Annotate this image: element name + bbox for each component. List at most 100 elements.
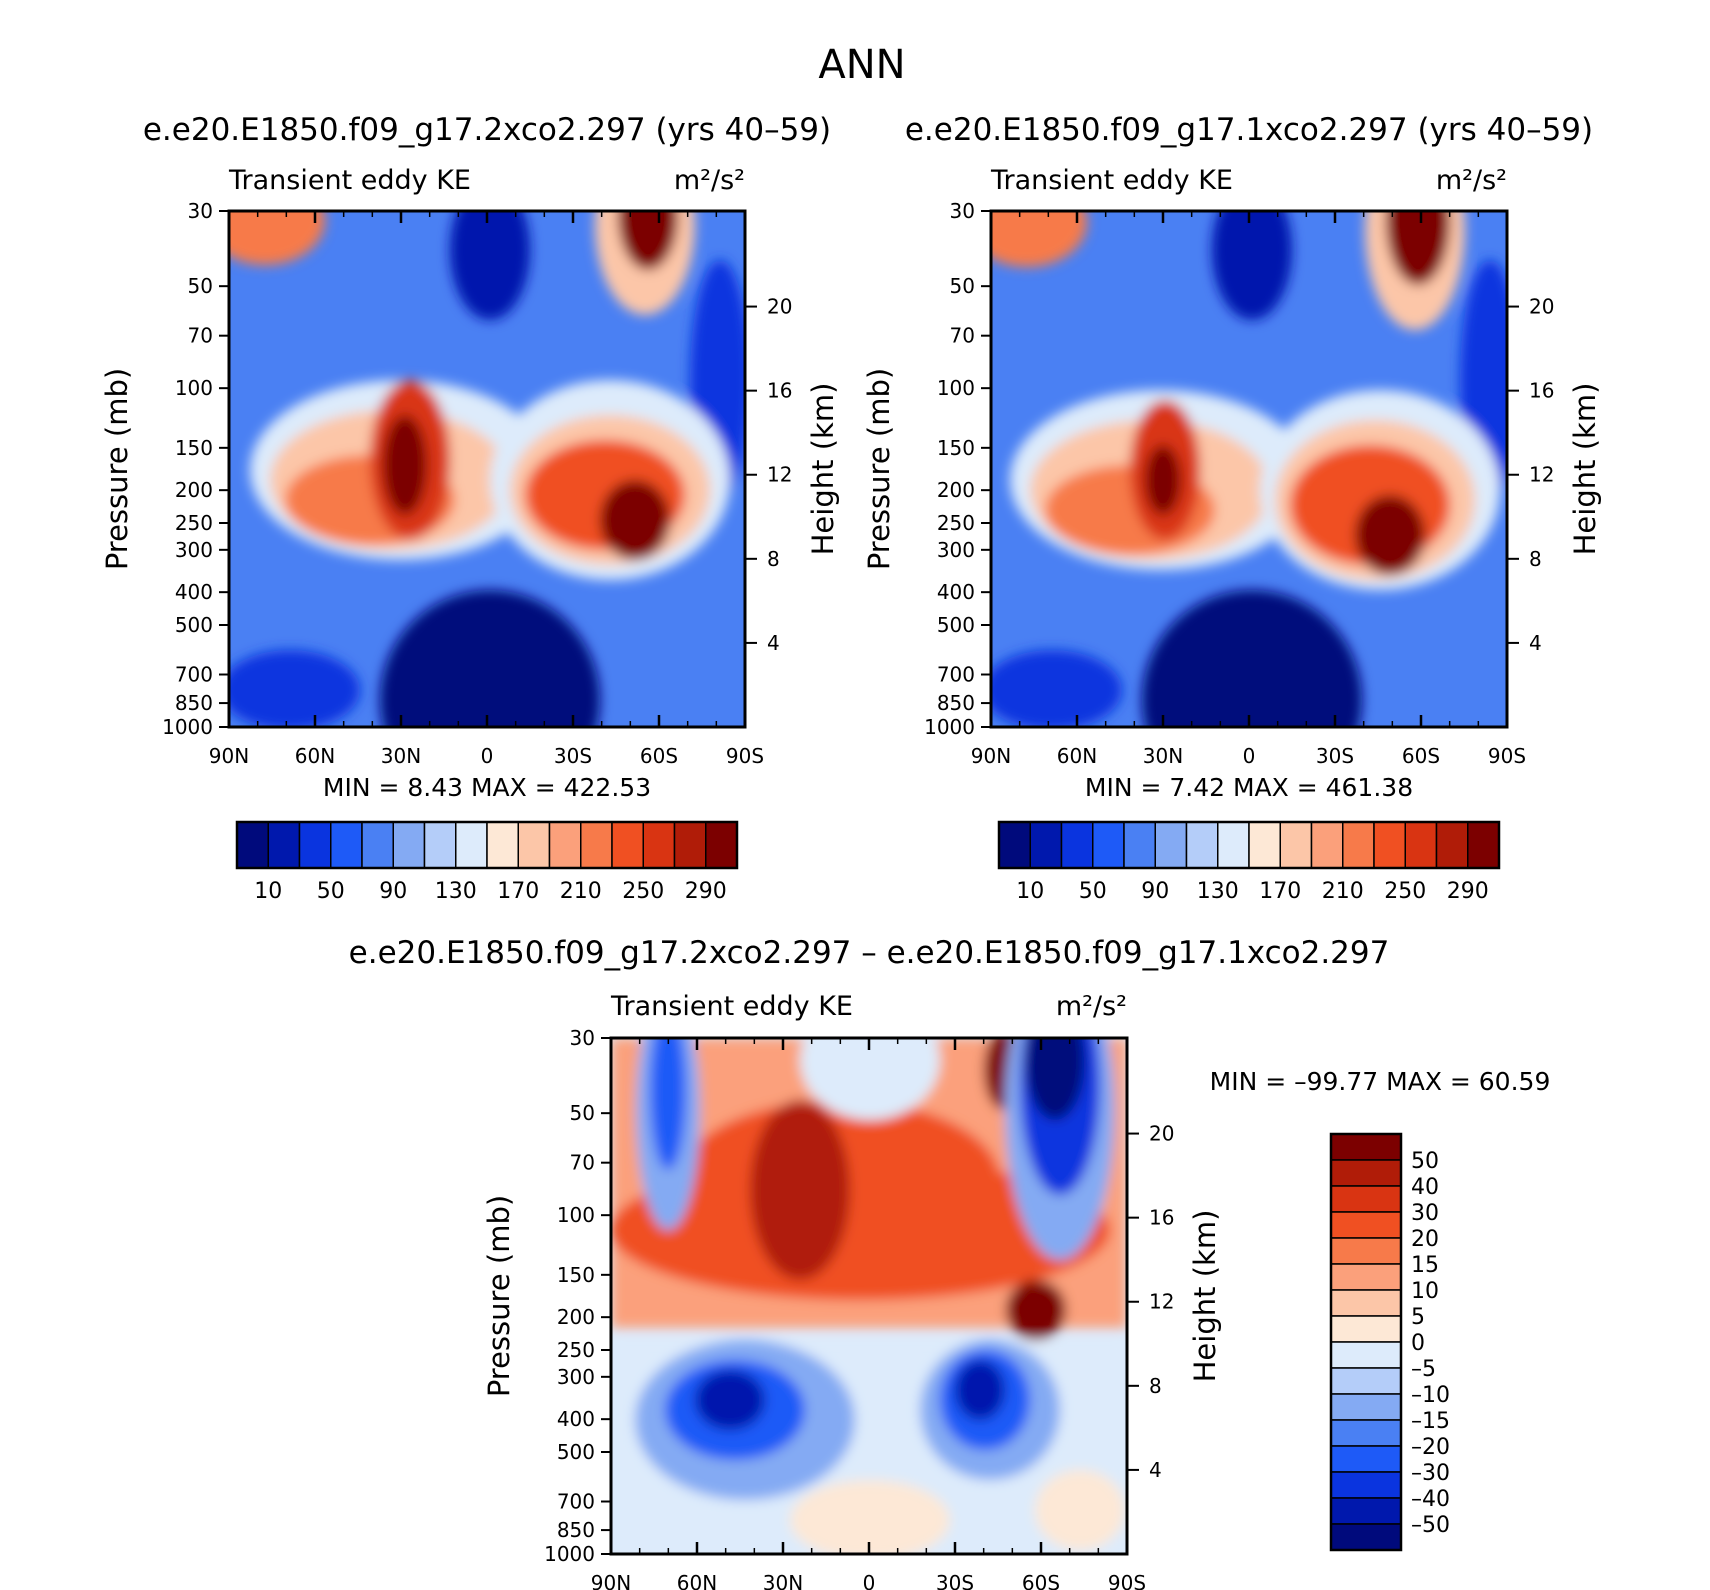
x-tick-label: 0 (481, 744, 494, 768)
right-stats: MIN = 7.42 MAX = 461.38 (1085, 773, 1413, 802)
p-tick-label: 30 (570, 1026, 595, 1050)
p-tick-label: 50 (570, 1101, 595, 1125)
x-tick-label: 90S (1108, 1571, 1146, 1590)
h-tick-label: 12 (1529, 463, 1554, 487)
colorbar-swatch (611, 821, 644, 869)
p-tick-label: 1000 (544, 1542, 595, 1566)
colorbar-frame (1329, 1132, 1403, 1552)
h-tick-label: 20 (1529, 295, 1554, 319)
p-tick-label: 850 (175, 691, 213, 715)
colorbar-swatch (1217, 821, 1250, 869)
diff-nh-low-core (695, 1370, 765, 1430)
left-nh-strato-warm (229, 211, 325, 265)
colorbar-label: 290 (685, 879, 727, 904)
colorbar-swatch (1435, 821, 1469, 869)
right-strato-min (1212, 211, 1292, 320)
left-variable-label: Transient eddy KE (228, 165, 471, 196)
h-tick-label: 12 (1149, 1290, 1174, 1314)
p-tick-label: 400 (175, 580, 213, 604)
p-tick-label: 700 (557, 1490, 595, 1514)
colorbar-swatch (1310, 821, 1344, 869)
x-tick-label: 60N (1057, 744, 1097, 768)
colorbar-swatch (1330, 1263, 1402, 1291)
left-case-title: e.e20.E1850.f09_g17.2xco2.297 (yrs 40–59… (143, 112, 831, 148)
h-tick-label: 20 (767, 295, 792, 319)
x-tick-label: 60N (677, 1571, 717, 1590)
x-tick-label: 60S (640, 744, 678, 768)
h-tick-label: 4 (1149, 1458, 1162, 1482)
colorbar-swatch (1330, 1367, 1402, 1395)
colorbar-label: 210 (1322, 879, 1364, 904)
colorbar-swatch (1154, 821, 1188, 869)
colorbar-swatch (423, 821, 457, 869)
diff-sh-max (1006, 1280, 1066, 1340)
colorbar-swatch (580, 821, 613, 869)
colorbar-swatch (1279, 821, 1313, 869)
colorbar-swatch (1029, 821, 1063, 869)
diff-nh-max (750, 1100, 850, 1280)
left-tropical-min (380, 590, 600, 727)
colorbar-swatch (1248, 821, 1281, 869)
panel-diff: e.e20.E1850.f09_g17.2xco2.297 – e.e20.E1… (349, 935, 1551, 1590)
y-axis-title-right: Height (km) (1188, 1210, 1222, 1383)
x-tick-label: 90S (1488, 744, 1526, 768)
p-tick-label: 70 (188, 324, 213, 348)
colorbar-label: 50 (1411, 1149, 1439, 1174)
colorbar-swatch (1467, 821, 1500, 869)
colorbar-label: 10 (254, 879, 282, 904)
right-tropical-min (1142, 590, 1362, 727)
p-tick-label: 100 (557, 1203, 595, 1227)
colorbar-label: 170 (497, 879, 539, 904)
p-tick-label: 500 (557, 1440, 595, 1464)
left-strato-min (450, 211, 530, 320)
diff-units: m²/s² (1056, 991, 1127, 1022)
colorbar-swatch (1092, 821, 1125, 869)
diff-axes: 90N 60N 30N 0 30S 60S 90S 30 50 70 100 150 200 250 300… (482, 1026, 1222, 1590)
diff-top-centre (800, 1038, 940, 1120)
right-units: m²/s² (1436, 165, 1507, 196)
diff-sh-low-core (955, 1360, 1005, 1420)
colorbar-swatch (1330, 1133, 1402, 1161)
p-tick-label: 700 (937, 663, 975, 687)
left-colorbar: 10 50 90 130 170 210 250 290 (235, 820, 739, 904)
diff-case-title: e.e20.E1850.f09_g17.2xco2.297 – e.e20.E1… (349, 935, 1390, 971)
h-tick-label: 8 (767, 547, 780, 571)
colorbar-swatch (1330, 1185, 1402, 1213)
p-tick-label: 300 (937, 538, 975, 562)
colorbar-swatch (236, 821, 269, 869)
h-tick-label: 16 (1149, 1206, 1174, 1230)
colorbar-swatch (642, 821, 676, 869)
h-tick-label: 8 (1149, 1374, 1162, 1398)
x-tick-label: 90S (726, 744, 764, 768)
right-plot-area (991, 211, 1507, 727)
p-tick-label: 1000 (924, 715, 975, 739)
left-stats: MIN = 8.43 MAX = 422.53 (323, 773, 651, 802)
colorbar-label: 5 (1411, 1305, 1425, 1330)
colorbar-label: 290 (1447, 879, 1489, 904)
p-tick-label: 400 (557, 1407, 595, 1431)
right-nh-strato-warm (991, 211, 1087, 267)
colorbar-label: 0 (1411, 1331, 1425, 1356)
colorbar-label: 50 (317, 879, 345, 904)
left-plot-area (229, 211, 745, 727)
colorbar-swatch (1330, 1289, 1402, 1317)
colorbar-label: 50 (1079, 879, 1107, 904)
p-tick-label: 70 (950, 324, 975, 348)
colorbar-swatch (392, 821, 426, 869)
colorbar-swatch (1373, 821, 1406, 869)
colorbar-swatch (1330, 1445, 1402, 1473)
left-polar-low (229, 650, 360, 727)
colorbar-frame (997, 820, 1501, 870)
colorbar-label: –15 (1411, 1409, 1450, 1434)
colorbar-swatch (361, 821, 394, 869)
colorbar-swatch (455, 821, 488, 869)
colorbar-swatch (1330, 1315, 1402, 1343)
colorbar-swatch (1330, 1211, 1402, 1239)
colorbar-label: 30 (1411, 1201, 1439, 1226)
x-tick-label: 30N (1143, 744, 1183, 768)
colorbar-label: 210 (560, 879, 602, 904)
p-tick-label: 300 (175, 538, 213, 562)
p-tick-label: 30 (188, 199, 213, 223)
left-sh-jet-max (600, 480, 670, 560)
x-tick-label: 30S (554, 744, 592, 768)
